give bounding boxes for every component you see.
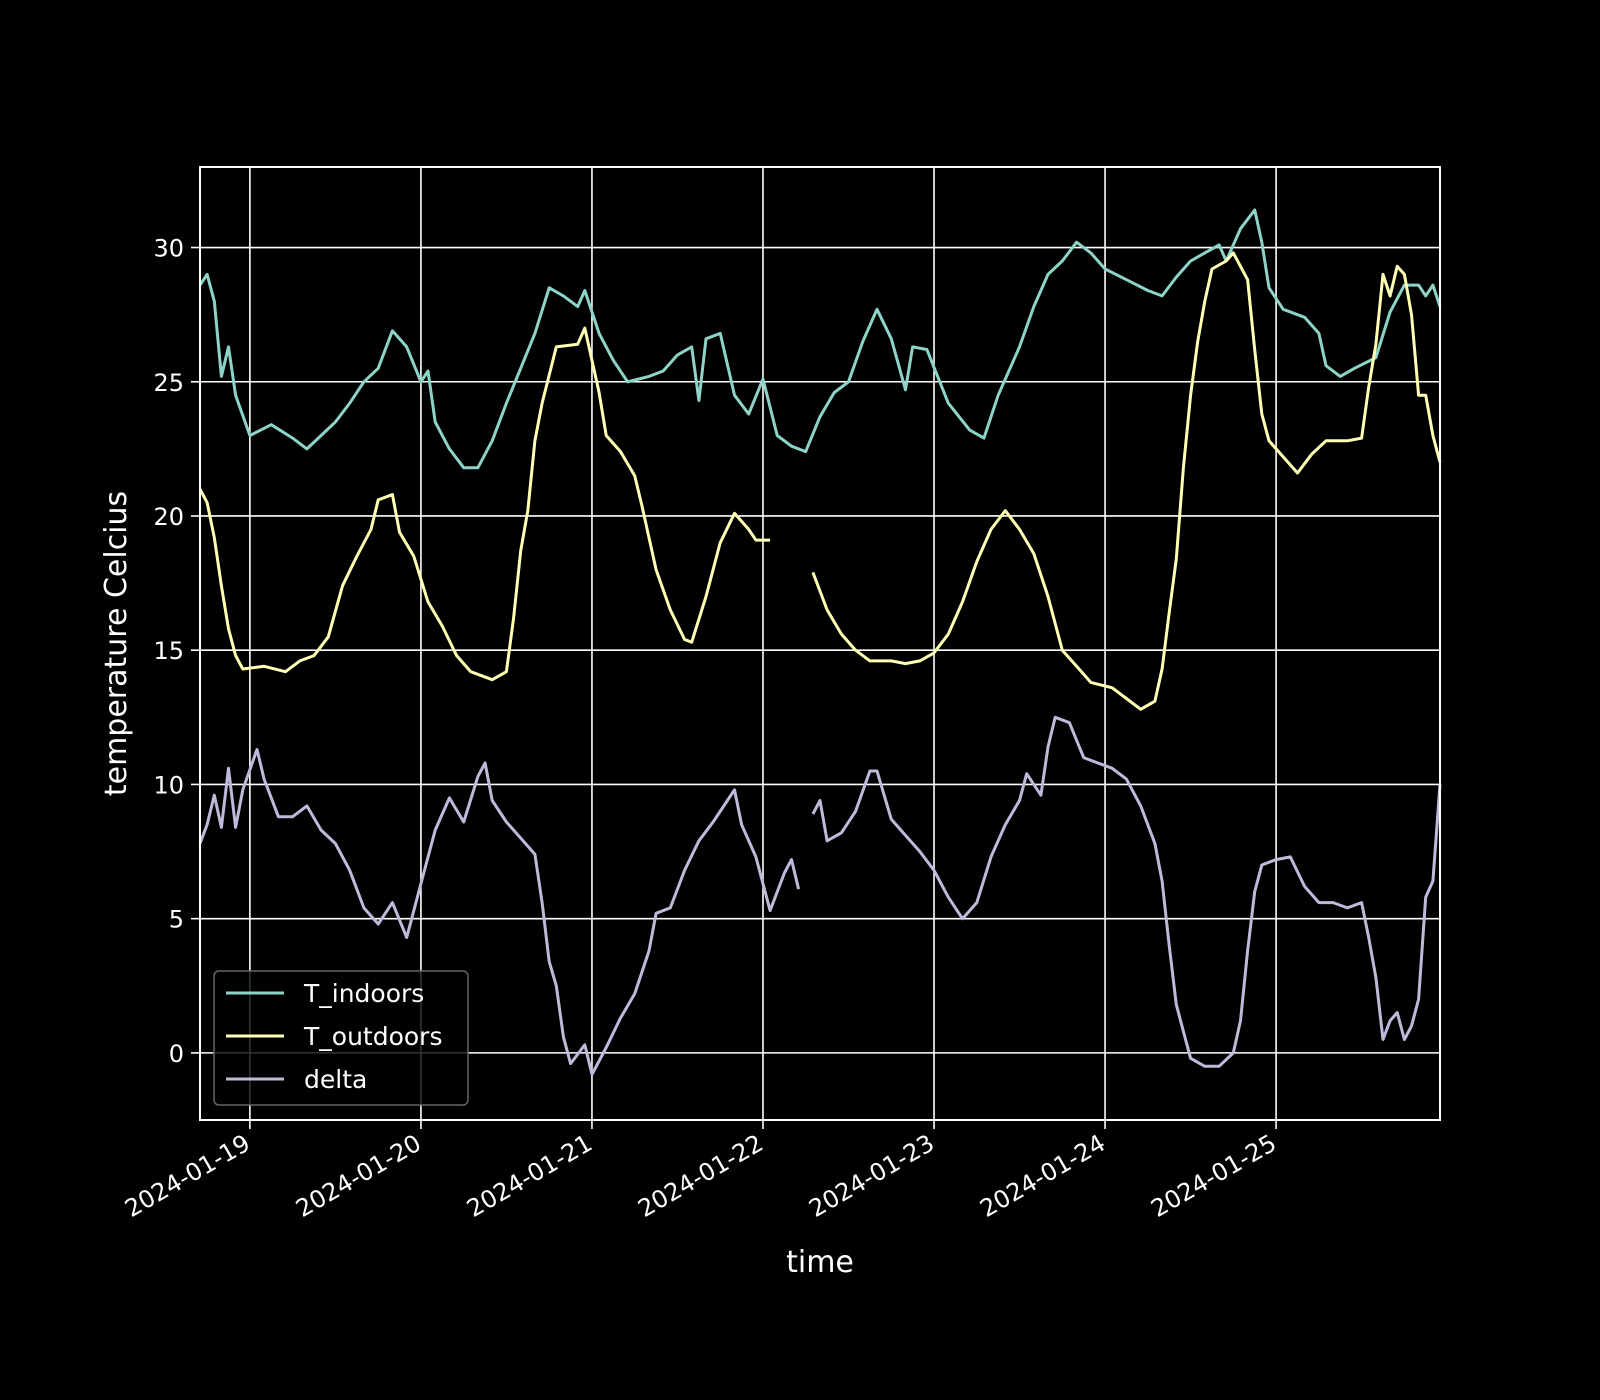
plot-frame: [199, 166, 1441, 1121]
y-tick-label: 5: [169, 906, 184, 934]
y-tick-label: 25: [153, 369, 184, 397]
legend-box: [213, 970, 469, 1106]
y-tick-label: 30: [153, 235, 184, 263]
legend-label: T_outdoors: [303, 1022, 442, 1051]
legend-label: T_indoors: [303, 979, 424, 1008]
series-line-delta: [198, 715, 1442, 1076]
legend-label: delta: [304, 1065, 367, 1094]
y-axis-label: temperature Celcius: [99, 491, 134, 796]
series-line-t-outdoors: [198, 251, 1442, 711]
y-axis: 0 5 10 15 20 25 30: [153, 235, 200, 1068]
y-tick-label: 10: [153, 771, 184, 799]
y-tick-label: 15: [153, 637, 184, 665]
x-axis-label: time: [786, 1245, 854, 1280]
series-lines: [198, 208, 1442, 1076]
series-line-t-indoors: [198, 208, 1442, 470]
y-tick-label: 0: [169, 1040, 184, 1068]
y-tick-label: 20: [153, 503, 184, 531]
